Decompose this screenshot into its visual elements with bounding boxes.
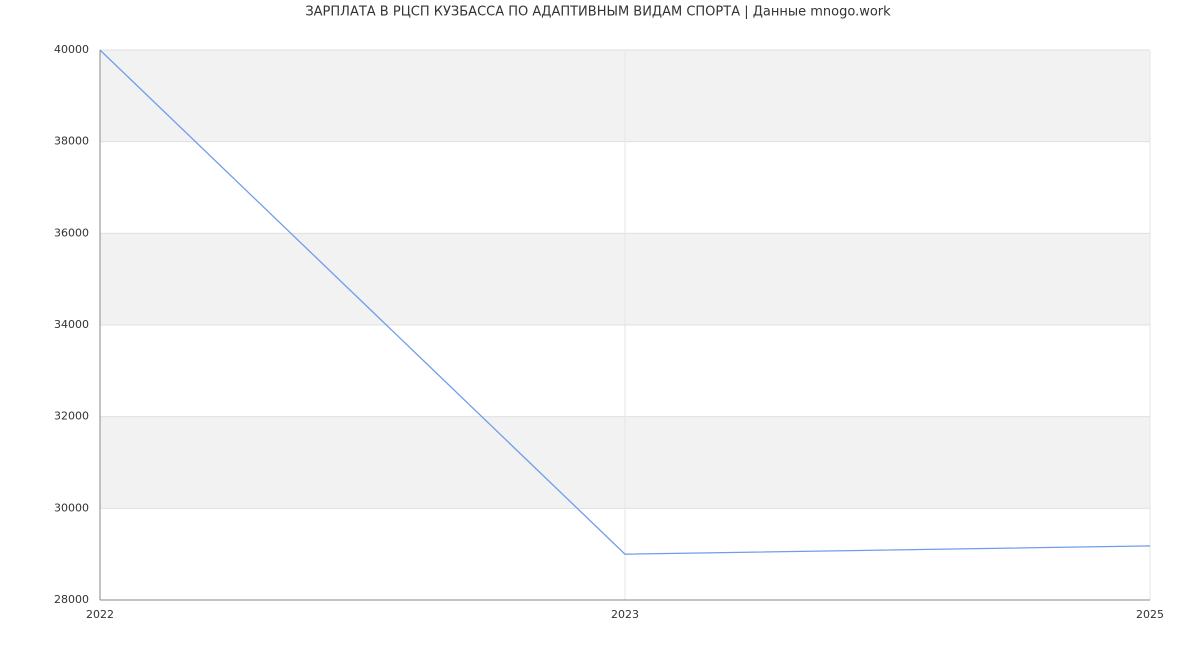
y-tick-label: 36000 <box>54 226 89 239</box>
y-tick-label: 40000 <box>54 43 89 56</box>
x-tick-label: 2023 <box>611 608 639 621</box>
chart-title: ЗАРПЛАТА В РЦСП КУЗБАССА ПО АДАПТИВНЫМ В… <box>305 5 891 20</box>
y-tick-label: 34000 <box>54 318 89 331</box>
y-tick-label: 38000 <box>54 135 89 148</box>
x-tick-label: 2022 <box>86 608 114 621</box>
y-tick-label: 28000 <box>54 593 89 606</box>
data-line <box>99 49 1151 555</box>
y-tick-label: 30000 <box>54 501 89 514</box>
x-tick-label: 2025 <box>1136 608 1164 621</box>
y-tick-label: 32000 <box>54 410 89 423</box>
